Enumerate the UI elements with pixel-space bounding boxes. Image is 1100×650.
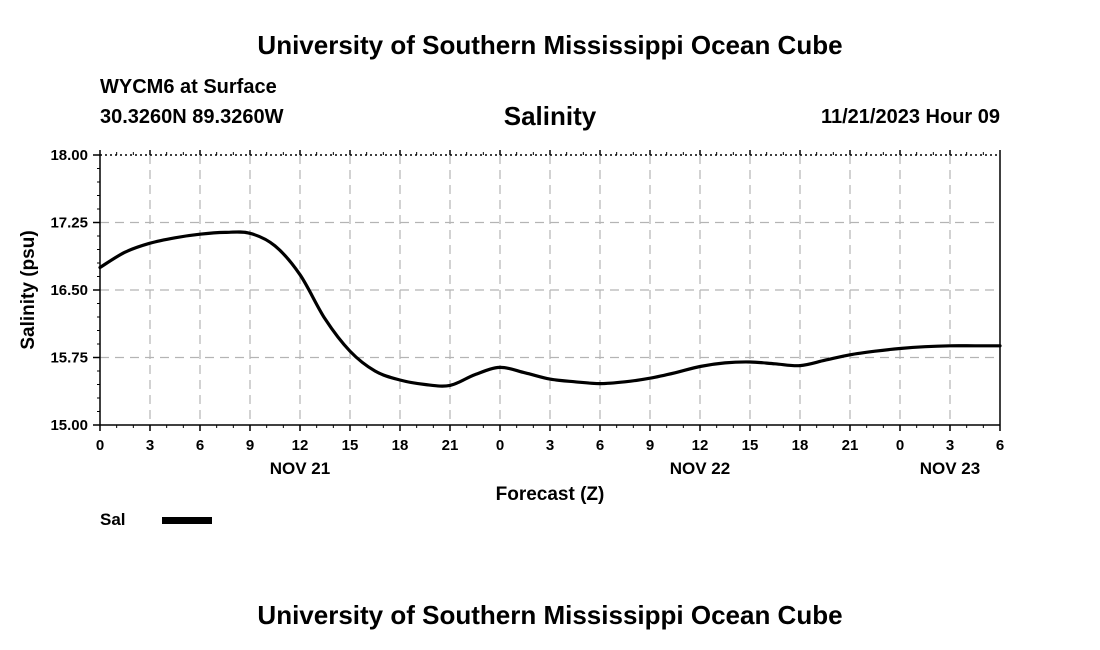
date-label: NOV 21 bbox=[270, 459, 330, 478]
footer-title: University of Southern Mississippi Ocean… bbox=[257, 600, 843, 630]
series-line-sal bbox=[98, 230, 1002, 388]
x-tick-label: 21 bbox=[842, 437, 859, 454]
y-tick-label: 16.50 bbox=[50, 282, 88, 299]
x-axis-label: Forecast (Z) bbox=[496, 484, 605, 505]
x-tick-label: 0 bbox=[496, 437, 504, 454]
legend-swatch bbox=[162, 517, 212, 524]
legend-label: Sal bbox=[100, 510, 126, 529]
x-tick-label: 0 bbox=[96, 437, 104, 454]
x-tick-label: 6 bbox=[196, 437, 204, 454]
x-tick-label: 21 bbox=[442, 437, 459, 454]
x-tick-label: 12 bbox=[292, 437, 309, 454]
grid bbox=[100, 155, 1000, 425]
date-label: NOV 23 bbox=[920, 459, 980, 478]
datetime-label: 11/21/2023 Hour 09 bbox=[820, 106, 1000, 128]
y-tick-label: 15.75 bbox=[50, 350, 88, 367]
y-tick-label: 18.00 bbox=[50, 147, 88, 164]
x-tick-label: 12 bbox=[692, 437, 709, 454]
station-label: WYCM6 at Surface bbox=[100, 76, 277, 98]
y-tick-label: 15.00 bbox=[50, 417, 88, 434]
y-tick-label: 17.25 bbox=[50, 215, 88, 232]
x-tick-label: 9 bbox=[646, 437, 654, 454]
series bbox=[98, 230, 1002, 388]
coordinates-label: 30.3260N 89.3260W bbox=[100, 106, 284, 128]
y-axis-label: Salinity (psu) bbox=[18, 230, 39, 349]
chart-title: Salinity bbox=[503, 101, 597, 131]
x-tick-label: 0 bbox=[896, 437, 904, 454]
date-label: NOV 22 bbox=[670, 459, 730, 478]
x-tick-label: 6 bbox=[596, 437, 604, 454]
main-title: University of Southern Mississippi Ocean… bbox=[257, 30, 843, 60]
x-tick-label: 3 bbox=[146, 437, 154, 454]
x-tick-label: 15 bbox=[342, 437, 359, 454]
x-tick-label: 9 bbox=[246, 437, 254, 454]
x-tick-label: 18 bbox=[392, 437, 409, 454]
x-tick-label: 3 bbox=[946, 437, 954, 454]
x-tick-label: 3 bbox=[546, 437, 554, 454]
x-tick-label: 6 bbox=[996, 437, 1004, 454]
x-tick-label: 18 bbox=[792, 437, 809, 454]
ticks: 0 3 6 9 12 15 18 21 0 3 6 9 12 15 18 21 0 3 6 NOV 21 NOV 22 N… bbox=[50, 147, 1004, 478]
x-tick-label: 15 bbox=[742, 437, 759, 454]
